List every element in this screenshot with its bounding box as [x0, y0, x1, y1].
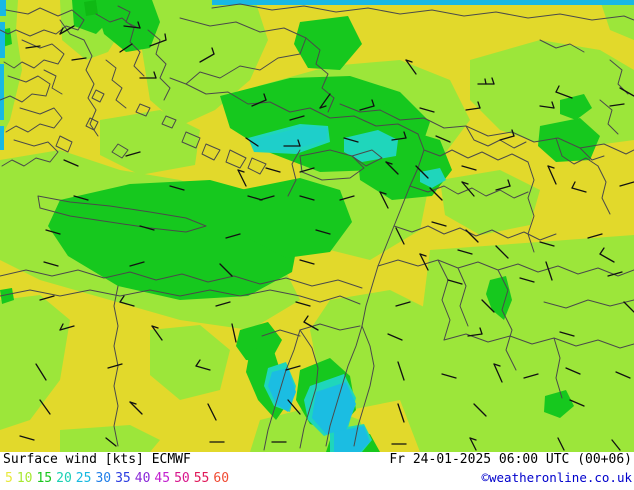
legend-tick-50: 50 [174, 471, 190, 486]
wind-barbs-layer [19, 21, 634, 451]
legend-tick-20: 20 [56, 471, 72, 486]
legend-tick-40: 40 [134, 471, 151, 486]
valid-time-label: Fr 24-01-2025 06:00 UTC (00+06) [389, 452, 632, 467]
legend-tick-25: 25 [75, 471, 92, 486]
map-footer: Surface wind [kts] ECMWF Fr 24-01-2025 0… [0, 452, 634, 490]
copyright-credit: ©weatheronline.co.uk [481, 470, 632, 485]
wind-band-20-25 [252, 126, 370, 452]
legend-tick-60: 60 [213, 471, 230, 486]
legend-tick-5: 5 [5, 471, 13, 486]
sea-strip-band [0, 0, 634, 150]
parameter-title: Surface wind [kts] ECMWF [3, 452, 191, 467]
legend-tick-15: 15 [36, 471, 53, 486]
legend-tick-55: 55 [193, 471, 210, 486]
wind-speed-color-scale: 5 10 15 20 25 30 35 40 45 50 55 60 [5, 471, 233, 486]
legend-tick-10: 10 [16, 471, 33, 486]
weather-map-canvas[interactable] [0, 0, 634, 452]
legend-tick-45: 45 [154, 471, 171, 486]
legend-tick-30: 30 [95, 471, 112, 486]
legend-tick-35: 35 [115, 471, 131, 486]
coastlines-and-borders [0, 3, 634, 451]
wind-field-map [0, 0, 634, 452]
